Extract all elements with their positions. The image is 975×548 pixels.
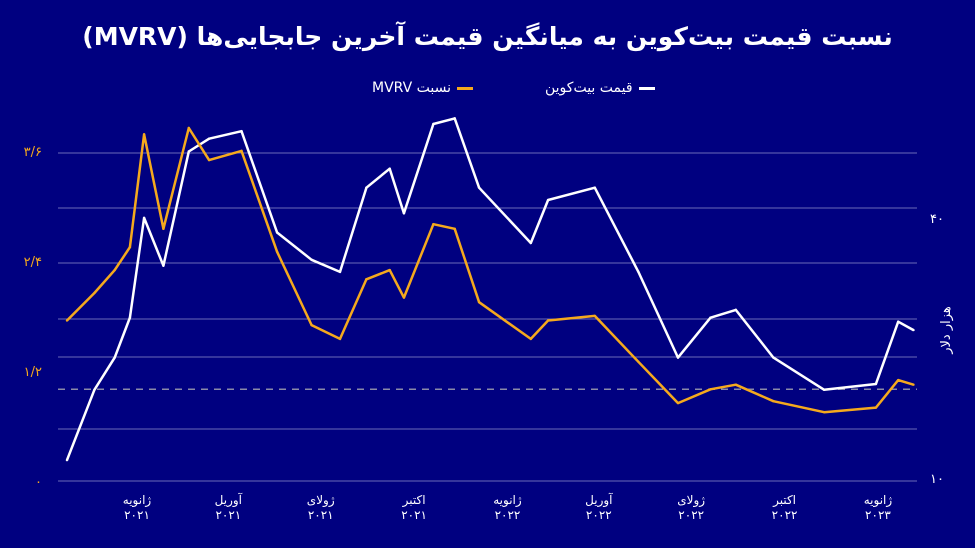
mvrv-point [477, 300, 481, 304]
x-tick-year: ۲۰۲۲ [772, 508, 798, 522]
mvrv-point [162, 227, 165, 231]
price-point [546, 198, 550, 202]
mvrv-point [275, 250, 279, 253]
left-tick-label: ۰ [35, 475, 42, 490]
left-tick-label: ۱/۲ [24, 365, 42, 380]
chart-title: نسبت قیمت بیت‌کوین به میانگین قیمت آخرین… [82, 22, 893, 51]
mvrv-point [637, 360, 640, 363]
mvrv-point [546, 319, 550, 322]
x-tick-year: ۲۰۲۲ [586, 508, 612, 522]
price-point [822, 388, 826, 392]
legend-label-mvrv: نسبت MVRV [372, 80, 452, 96]
mvrv-point [453, 227, 456, 231]
price-point [874, 382, 878, 386]
price-point [734, 308, 738, 312]
x-tick-month: ژولای [307, 493, 335, 508]
x-tick-month: اکتبر [772, 493, 796, 508]
price-point [637, 270, 640, 274]
price-point [432, 122, 435, 126]
mvrv-point [93, 291, 96, 295]
price-point [93, 388, 96, 392]
price-point [529, 241, 533, 245]
x-tick-month: ژانویه [493, 493, 522, 508]
price-point [207, 137, 211, 140]
mvrv-point [402, 296, 406, 299]
x-tick-year: ۲۰۲۱ [215, 508, 241, 522]
mvrv-point [822, 411, 826, 414]
x-tick-year: ۲۰۲۱ [124, 508, 150, 522]
x-tick-year: ۲۰۲۱ [401, 508, 427, 522]
price-point [310, 258, 313, 261]
mvrv-point [709, 388, 712, 391]
x-tick-month: ژانویه [123, 493, 152, 508]
price-point [402, 212, 406, 215]
mvrv-point [874, 406, 878, 409]
mvrv-point [734, 383, 738, 386]
mvrv-point [310, 323, 313, 327]
mvrv-point [65, 319, 69, 322]
mvrv-point [128, 245, 132, 249]
mvrv-point [365, 278, 368, 281]
right-tick-label: ۱۰ [930, 472, 944, 487]
left-tick-label: ۳/۶ [24, 145, 42, 160]
mvrv-point [207, 158, 211, 162]
mvrv-point [529, 337, 533, 341]
left-tick-label: ۲/۴ [24, 255, 42, 270]
price-point [897, 320, 900, 323]
price-point [709, 316, 712, 319]
mvrv-point [897, 378, 900, 382]
x-tick-year: ۲۰۲۲ [495, 508, 521, 522]
legend-swatch-mvrv [457, 86, 474, 90]
price-point [912, 328, 915, 332]
price-point [365, 186, 368, 189]
price-point [65, 458, 69, 462]
mvrv-point [676, 401, 680, 405]
price-point [772, 356, 775, 359]
price-point [113, 356, 116, 359]
mvrv-point [432, 223, 435, 226]
price-point [477, 186, 481, 189]
x-tick-month: آوریل [215, 492, 243, 508]
price-point [187, 150, 190, 153]
price-point [275, 231, 279, 234]
x-tick-month: ژولای [677, 493, 705, 508]
mvrv-point [113, 268, 116, 272]
x-tick-month: آوریل [585, 492, 613, 508]
mvrv-point [772, 400, 775, 403]
price-point [338, 270, 342, 274]
mvrv-point [240, 149, 243, 153]
price-point [128, 316, 132, 319]
price-point [142, 216, 146, 220]
price-point [388, 167, 391, 170]
price-point [162, 264, 165, 267]
legend-item-price: قیمت بیت‌کوین [545, 80, 655, 96]
x-tick-month: ژانویه [864, 493, 893, 508]
mvrv-line [66, 126, 914, 414]
x-tick-month: اکتبر [402, 493, 426, 508]
legend-label-price: قیمت بیت‌کوین [545, 80, 633, 96]
price-line [65, 117, 915, 461]
legend-item-mvrv: نسبت MVRV [372, 80, 474, 96]
price-point [593, 186, 596, 189]
mvrv-point [912, 383, 915, 386]
legend-swatch-price [638, 86, 655, 90]
right-tick-label: ۴۰ [930, 212, 944, 227]
price-point [676, 356, 680, 359]
right-axis-label: هزار دلار [939, 306, 954, 355]
x-tick-year: ۲۰۲۳ [865, 508, 891, 522]
mvrv-point [142, 133, 146, 136]
mvrv-point [593, 314, 596, 318]
price-point [453, 117, 456, 120]
x-tick-year: ۲۰۲۱ [308, 508, 334, 522]
price-point [240, 130, 243, 133]
mvrv-point [388, 268, 391, 272]
x-tick-year: ۲۰۲۲ [678, 508, 704, 522]
mvrv-point [187, 126, 190, 130]
mvrv-point [338, 337, 342, 341]
